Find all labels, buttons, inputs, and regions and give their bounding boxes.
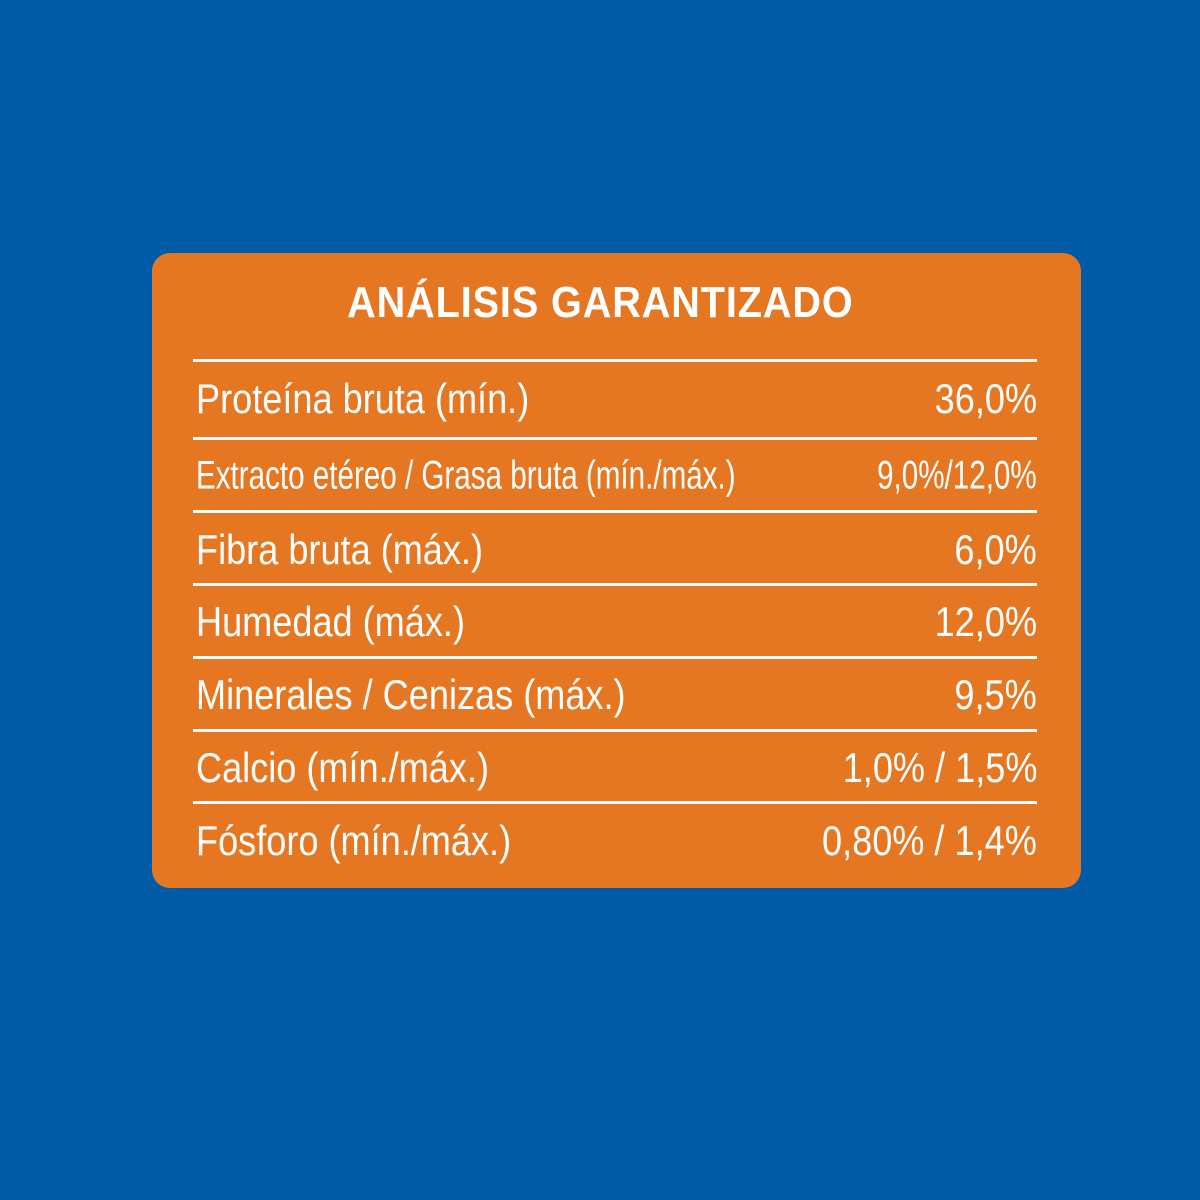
divider xyxy=(193,583,1037,586)
row-value: 9,0%/12,0% xyxy=(877,453,1037,498)
row-value: 9,5% xyxy=(954,671,1037,718)
row-label: Humedad (máx.) xyxy=(196,598,465,645)
row-label: Fósforo (mín./máx.) xyxy=(196,817,512,864)
divider xyxy=(193,437,1037,440)
analysis-row: Minerales / Cenizas (máx.) 9,5% xyxy=(193,659,1037,731)
guaranteed-analysis-panel xyxy=(152,253,1081,888)
analysis-row: Fibra bruta (máx.) 6,0% xyxy=(193,514,1037,586)
row-label: Minerales / Cenizas (máx.) xyxy=(196,671,626,718)
divider xyxy=(193,359,1037,362)
row-label: Fibra bruta (máx.) xyxy=(196,526,484,573)
row-value: 1,0% / 1,5% xyxy=(842,744,1037,791)
divider xyxy=(193,656,1037,659)
analysis-row: Humedad (máx.) 12,0% xyxy=(193,586,1037,658)
row-label: Extracto etéreo / Grasa bruta (mín./máx.… xyxy=(196,453,736,498)
row-label: Proteína bruta (mín.) xyxy=(196,375,530,422)
analysis-row: Proteína bruta (mín.) 36,0% xyxy=(193,363,1037,435)
row-value: 36,0% xyxy=(934,375,1037,422)
analysis-row: Calcio (mín./máx.) 1,0% / 1,5% xyxy=(193,732,1037,804)
row-label: Calcio (mín./máx.) xyxy=(196,744,490,791)
panel-title: ANÁLISIS GARANTIZADO xyxy=(0,278,1200,328)
row-value: 12,0% xyxy=(934,598,1037,645)
panel-title-text: ANÁLISIS GARANTIZADO xyxy=(346,278,854,327)
row-value: 6,0% xyxy=(954,526,1037,573)
divider xyxy=(193,729,1037,732)
divider xyxy=(193,801,1037,804)
analysis-row: Extracto etéreo / Grasa bruta (mín./máx.… xyxy=(193,440,1037,512)
divider xyxy=(193,510,1037,513)
analysis-row: Fósforo (mín./máx.) 0,80% / 1,4% xyxy=(193,805,1037,877)
row-value: 0,80% / 1,4% xyxy=(822,817,1037,864)
